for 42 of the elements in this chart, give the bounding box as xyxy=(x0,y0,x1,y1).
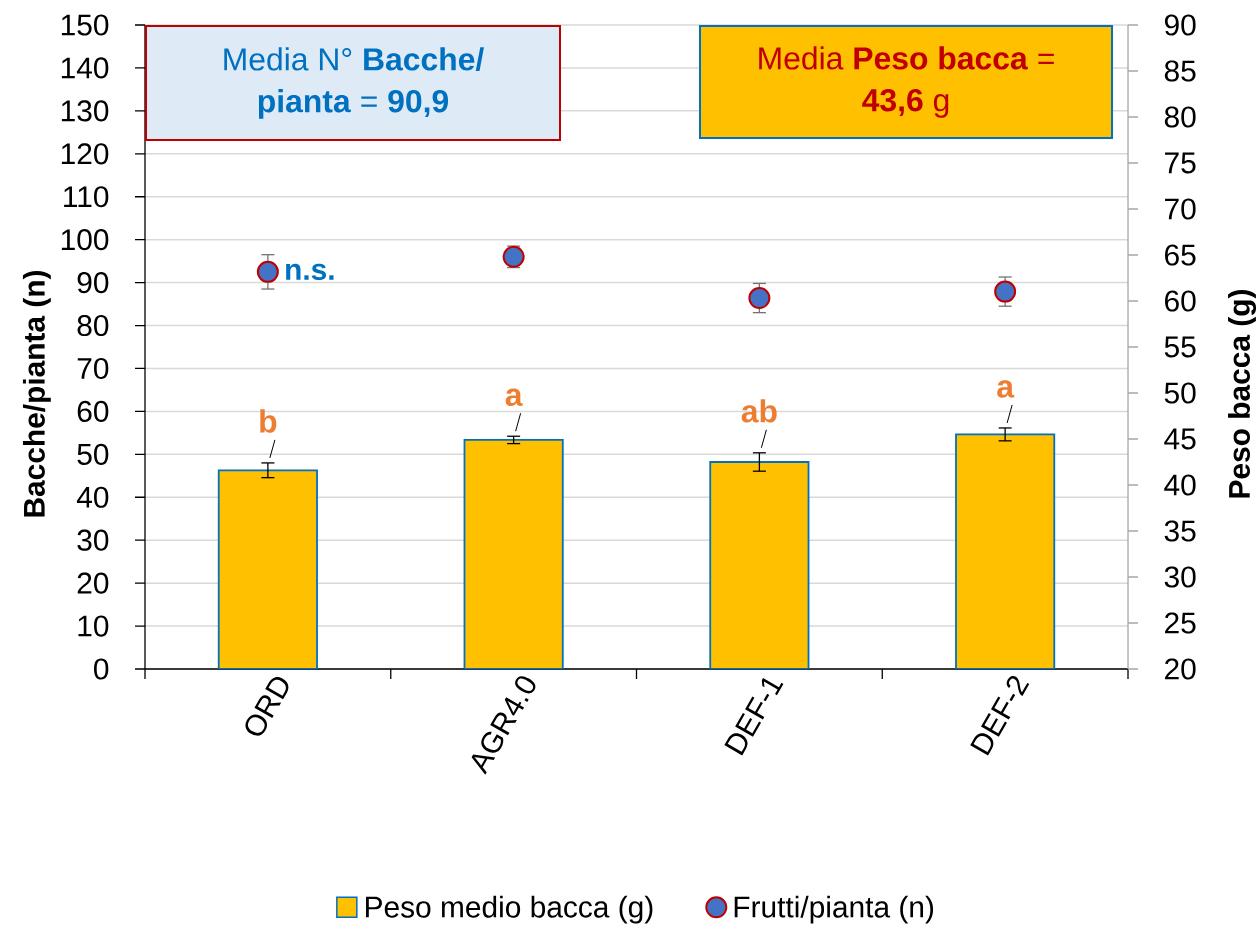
y-tick-label: 50 xyxy=(77,443,109,465)
annotation: Media N° Bacche/ pianta = 90,9 xyxy=(224,47,484,119)
y-tick-label: 40 xyxy=(76,486,109,508)
y2-tick-label: 70 xyxy=(1165,198,1196,220)
y-tick-label: 80 xyxy=(77,314,109,337)
y2-tick-label: 35 xyxy=(1164,520,1196,542)
legend-label: Peso medio bacca (g) xyxy=(366,895,653,924)
y-tick-label: 110 xyxy=(64,186,109,208)
y2-tick-label: 55 xyxy=(1164,336,1196,358)
legend-label: Frutti/pianta (n) xyxy=(734,895,934,924)
y2-tick-label: 60 xyxy=(1165,290,1196,312)
y-tick-label: 150 xyxy=(61,14,109,36)
y2-axis-title: Peso bacca (g) xyxy=(1228,290,1257,498)
y2-tick-label: 45 xyxy=(1164,428,1196,450)
y-tick-label: 90 xyxy=(77,272,109,294)
text: Media Peso bacca = 43,6 g xyxy=(759,46,1054,118)
data-label: a xyxy=(997,380,1015,398)
y-tick-label: 120 xyxy=(61,143,109,165)
y2-tick-label: 85 xyxy=(1164,60,1196,82)
y2-tick-label: 30 xyxy=(1164,566,1196,588)
y2-tick-label: 80 xyxy=(1164,106,1196,128)
y-tick-label: 130 xyxy=(61,100,109,122)
y-tick-label: 70 xyxy=(77,357,109,380)
data-label: a xyxy=(505,388,523,407)
y2-tick-label: 65 xyxy=(1165,244,1196,266)
y-tick-label: 140 xyxy=(61,57,109,79)
y-tick-label: 30 xyxy=(77,529,109,551)
y-tick-label: 0 xyxy=(94,658,109,680)
data-label: n.s. xyxy=(286,263,334,281)
y-tick-label: 100 xyxy=(61,229,109,251)
y-tick-label: 60 xyxy=(77,400,109,422)
y-axis-title: Bacche/pianta (n) xyxy=(22,270,51,517)
y2-tick-label: 75 xyxy=(1165,152,1196,174)
y2-tick-label: 90 xyxy=(1164,14,1196,36)
data-label: b xyxy=(260,409,277,433)
y2-tick-label: 20 xyxy=(1165,658,1196,680)
y-tick-label: 10 xyxy=(78,615,109,637)
y2-tick-label: 40 xyxy=(1164,474,1196,496)
y2-tick-label: 25 xyxy=(1165,612,1196,634)
y2-tick-label: 50 xyxy=(1164,382,1196,404)
data-label: ab xyxy=(741,399,777,423)
y-tick-label: 20 xyxy=(77,572,109,594)
